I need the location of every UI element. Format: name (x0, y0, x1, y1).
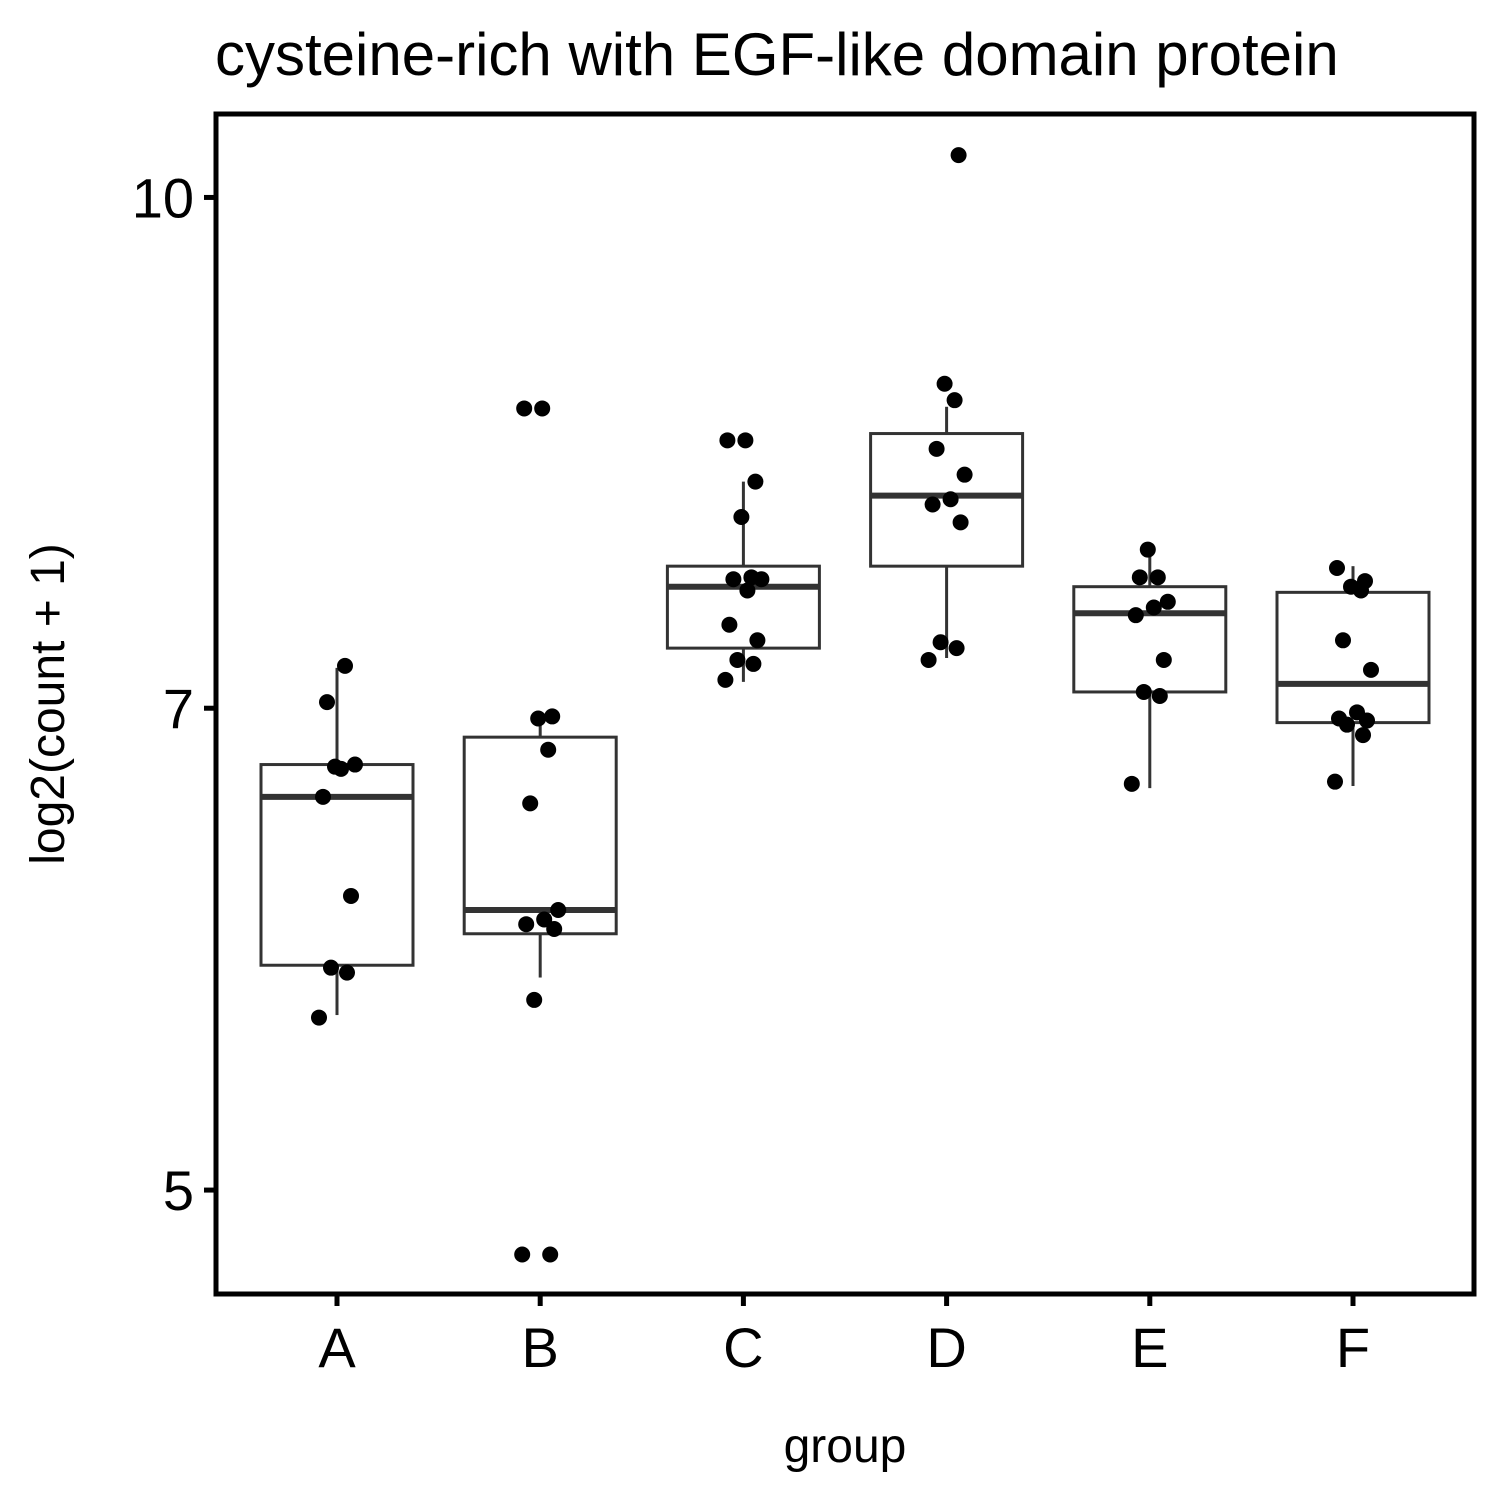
data-point (534, 400, 551, 417)
data-point (518, 916, 535, 933)
data-point (719, 432, 736, 449)
chart-title: cysteine-rich with EGF-like domain prote… (215, 21, 1339, 88)
data-point (749, 632, 766, 649)
x-tick-label: F (1336, 1316, 1370, 1379)
y-tick-label: 10 (132, 166, 194, 229)
data-point (323, 959, 339, 976)
data-point (928, 440, 945, 457)
x-axis: A B C D E F (318, 1294, 1370, 1379)
x-axis-title: group (784, 1420, 907, 1473)
data-point (347, 756, 363, 773)
data-point (743, 569, 760, 586)
data-point (721, 616, 738, 633)
data-point (544, 708, 561, 725)
data-point (1363, 661, 1379, 678)
data-point (745, 655, 762, 672)
data-point (522, 795, 539, 812)
data-point (1149, 569, 1166, 586)
data-point (1349, 704, 1365, 721)
data-point (1135, 683, 1152, 700)
data-point (946, 392, 963, 409)
box-C (665, 481, 821, 682)
data-point (717, 671, 734, 688)
box-iqr (665, 564, 821, 650)
data-point (1343, 578, 1359, 595)
data-point (948, 640, 965, 657)
data-point (542, 1246, 559, 1263)
data-point (725, 571, 742, 588)
data-point (536, 911, 553, 928)
data-point (733, 509, 750, 526)
data-point (530, 710, 547, 727)
data-point (315, 788, 331, 805)
data-point (924, 496, 941, 513)
data-point (540, 741, 557, 758)
data-point (1355, 727, 1371, 744)
data-point (1357, 573, 1373, 590)
y-tick-label: 7 (163, 677, 194, 740)
x-tick-label: B (522, 1316, 559, 1379)
data-point (327, 758, 343, 775)
x-tick-label: A (318, 1316, 356, 1379)
data-point (1145, 599, 1162, 616)
data-point (546, 920, 563, 937)
data-point (1159, 593, 1176, 610)
data-point (1123, 775, 1140, 792)
data-point (1139, 541, 1156, 558)
data-point (950, 147, 967, 164)
data-point (1151, 688, 1168, 705)
plot-panel (213, 111, 1477, 1297)
box-A (259, 667, 415, 1016)
data-point (942, 491, 959, 508)
x-tick-label: E (1131, 1316, 1168, 1379)
data-point (526, 991, 543, 1008)
x-tick-label: C (723, 1316, 763, 1379)
data-point (920, 651, 937, 668)
y-axis: 5 7 10 (132, 166, 216, 1222)
data-point (936, 375, 953, 392)
box-B (462, 716, 618, 978)
data-point (932, 634, 949, 651)
data-point (343, 887, 359, 904)
data-point (737, 432, 754, 449)
data-point (1335, 632, 1351, 649)
data-point (747, 473, 764, 490)
data-point (1329, 560, 1345, 577)
data-point (1127, 607, 1144, 624)
box-iqr (462, 735, 618, 936)
data-point (319, 694, 335, 711)
data-point (339, 964, 355, 981)
data-point (1131, 569, 1148, 586)
box-iqr (1275, 590, 1431, 725)
data-point (729, 651, 746, 668)
data-point (514, 1246, 531, 1263)
data-point (739, 582, 756, 599)
data-point (1327, 773, 1343, 790)
data-point (516, 400, 533, 417)
data-point (1331, 710, 1347, 727)
data-point (337, 657, 353, 674)
data-point (952, 514, 969, 531)
y-axis-title: log2(count + 1) (22, 543, 75, 865)
data-point (956, 466, 973, 483)
y-tick-label: 5 (163, 1159, 194, 1222)
data-points (311, 147, 1379, 1263)
data-point (311, 1009, 327, 1026)
x-tick-label: D (926, 1316, 966, 1379)
data-point (1155, 651, 1172, 668)
data-point (550, 902, 567, 919)
